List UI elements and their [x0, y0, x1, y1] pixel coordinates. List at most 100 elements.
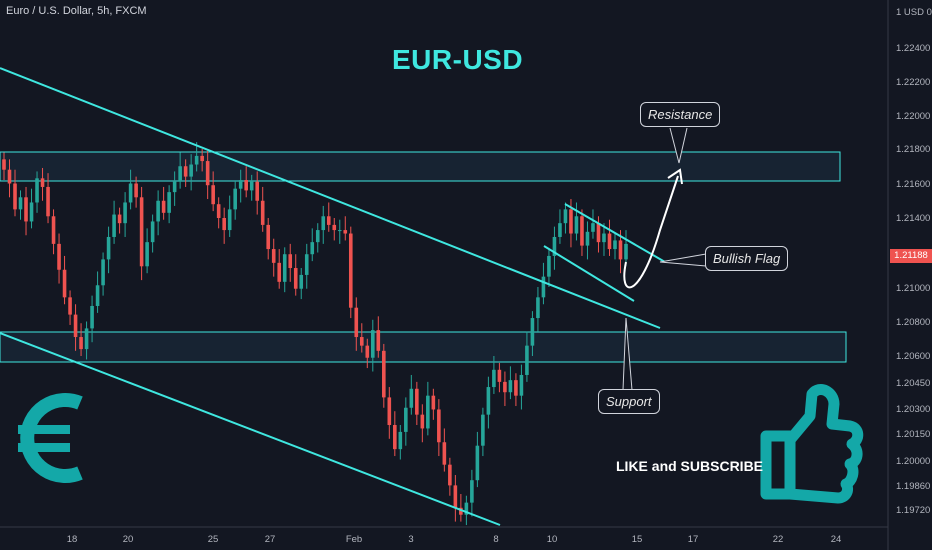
projection-arrow: [623, 175, 679, 289]
candle-body: [530, 318, 535, 346]
candle-body: [624, 243, 628, 260]
candle-body: [29, 202, 34, 222]
euro-icon: [18, 393, 83, 483]
candle-body: [161, 200, 166, 213]
candle-body: [514, 380, 518, 396]
price-tick-label: 1.19720: [896, 505, 930, 516]
candle-body: [569, 209, 573, 234]
candle-body: [271, 249, 276, 263]
candle-body: [95, 285, 100, 306]
candle-body: [486, 387, 491, 415]
candle-body: [211, 185, 215, 205]
candle-body: [393, 425, 397, 450]
candle-body: [35, 178, 39, 203]
time-axis[interactable]: 18 20 25 27 Feb 3 8 10 15 17 22 24: [67, 534, 842, 545]
candle-body: [348, 233, 353, 308]
candle-body: [448, 464, 452, 486]
candle-body: [189, 164, 193, 177]
price-tick-label: 1.20600: [896, 351, 930, 362]
candle-body: [481, 414, 485, 446]
candle-body: [376, 330, 381, 351]
candle-body: [426, 395, 430, 429]
candle-body: [503, 381, 507, 393]
price-tick-label: 1.22200: [896, 77, 930, 88]
candle-body: [266, 224, 271, 250]
candles: [2, 142, 628, 526]
candle-body: [282, 254, 287, 282]
candle-body: [354, 307, 359, 338]
candle-body: [222, 218, 226, 231]
lower-trendline: [0, 332, 501, 526]
candle-body: [453, 485, 458, 508]
time-tick-label: 8: [493, 534, 498, 545]
price-axis[interactable]: 1.22400 1.22200 1.22000 1.21800 1.21600 1.214…: [896, 43, 930, 516]
time-tick-label: 10: [547, 534, 558, 545]
support-pointer: [622, 317, 633, 391]
candle-body: [525, 345, 529, 375]
price-tick-label: 1.20450: [896, 378, 930, 389]
support-zone: [0, 331, 847, 363]
candle-body: [613, 240, 617, 250]
candle-body: [508, 380, 513, 393]
candle-body: [293, 268, 298, 289]
candle-body: [183, 166, 188, 177]
candle-body: [337, 230, 342, 232]
candle-body: [591, 223, 595, 232]
price-tick-label: 1.21400: [896, 213, 930, 224]
price-tick-label: 1.20000: [896, 456, 930, 467]
resistance-callout: Resistance: [640, 102, 721, 127]
candle-body: [123, 202, 127, 224]
candle-body: [299, 274, 304, 289]
candle-body: [216, 204, 221, 218]
candle-body: [90, 305, 94, 329]
candle-body: [585, 231, 590, 246]
candle-body: [382, 350, 386, 398]
candle-body: [602, 233, 606, 243]
candle-body: [46, 186, 50, 217]
time-tick-label: 15: [632, 534, 643, 545]
candle-body: [420, 414, 425, 429]
candle-body: [437, 409, 441, 443]
candle-body: [315, 230, 320, 243]
thumbs-up-icon: [760, 384, 864, 504]
candle-body: [62, 269, 67, 298]
candle-body: [310, 242, 315, 255]
candle-body: [200, 155, 204, 162]
candle-body: [288, 254, 293, 269]
candle-body: [607, 233, 612, 250]
subscribe-text: LIKE and SUBSCRIBE: [616, 458, 764, 474]
candle-body: [459, 507, 463, 515]
candle-body: [404, 407, 408, 432]
candle-body: [387, 397, 392, 425]
candle-body: [618, 240, 623, 260]
candle-body: [431, 395, 436, 410]
upper-trendline: [0, 67, 661, 329]
price-tick-label: 1.21800: [896, 144, 930, 155]
candle-body: [359, 337, 364, 346]
candle-body: [101, 259, 105, 286]
time-tick-label: 27: [265, 534, 276, 545]
candle-body: [370, 330, 375, 358]
candle-body: [442, 442, 447, 465]
current-price-tag: 1.21188: [890, 249, 932, 263]
time-tick-label: 18: [67, 534, 78, 545]
candle-body: [321, 216, 326, 231]
flag-lower-line: [543, 245, 635, 302]
candle-body: [40, 178, 45, 187]
candle-body: [194, 155, 199, 165]
candle-body: [7, 169, 12, 184]
time-tick-label: 24: [831, 534, 842, 545]
candle-body: [139, 197, 144, 267]
candle-body: [470, 480, 474, 503]
candle-body: [244, 180, 248, 191]
candle-body: [156, 200, 160, 222]
candle-body: [167, 192, 171, 213]
candle-body: [492, 369, 496, 388]
price-tick-label: 1.22000: [896, 111, 930, 122]
support-callout: Support: [598, 389, 660, 414]
candle-body: [233, 188, 237, 210]
candle-body: [150, 221, 155, 243]
candle-body: [249, 181, 254, 191]
candle-body: [536, 297, 540, 319]
